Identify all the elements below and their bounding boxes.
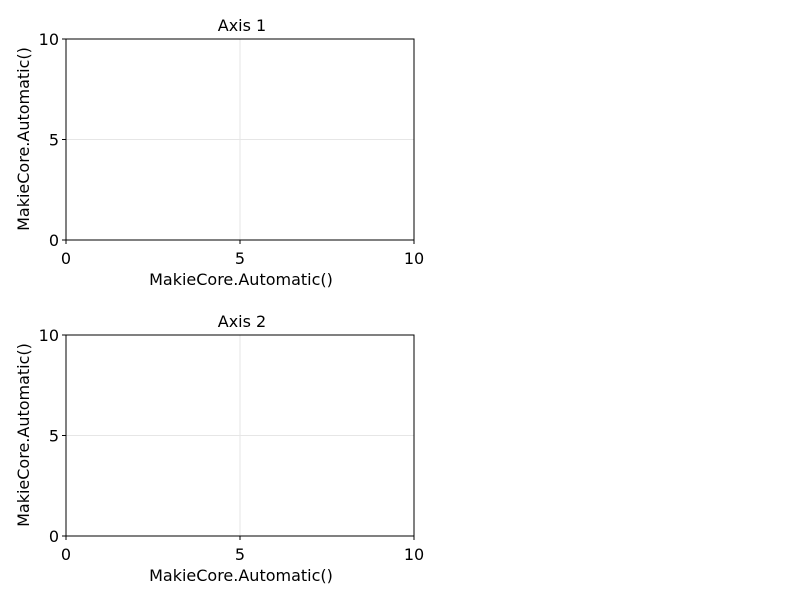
axis-1-ticks: 0 5 10 0 5 10 [39,30,425,268]
axis-2-title: Axis 2 [218,312,266,331]
y-tick-label: 5 [49,427,59,446]
axis-1-ylabel: MakieCore.Automatic() [14,47,33,231]
axis-2-ylabel: MakieCore.Automatic() [14,343,33,527]
y-tick-label: 10 [39,326,59,345]
x-tick-label: 10 [404,545,424,564]
axis-panel-1: Axis 1 0 5 10 0 5 10 MakieCore.Automatic() Ma… [14,16,424,289]
axis-panel-2: Axis 2 0 5 10 0 5 10 MakieCore.Automatic() Ma… [14,312,424,585]
x-tick-label: 5 [235,545,245,564]
y-tick-label: 0 [49,527,59,546]
x-tick-label: 0 [61,545,71,564]
y-tick-label: 0 [49,231,59,250]
x-tick-label: 5 [235,249,245,268]
y-tick-label: 5 [49,131,59,150]
axis-1-xlabel: MakieCore.Automatic() [149,270,333,289]
axis-2-xlabel: MakieCore.Automatic() [149,566,333,585]
x-tick-label: 0 [61,249,71,268]
axis-1-grid [66,39,414,240]
y-tick-label: 10 [39,30,59,49]
x-tick-label: 10 [404,249,424,268]
axis-2-ticks: 0 5 10 0 5 10 [39,326,425,564]
axis-1-title: Axis 1 [218,16,266,35]
axis-2-grid [66,335,414,536]
